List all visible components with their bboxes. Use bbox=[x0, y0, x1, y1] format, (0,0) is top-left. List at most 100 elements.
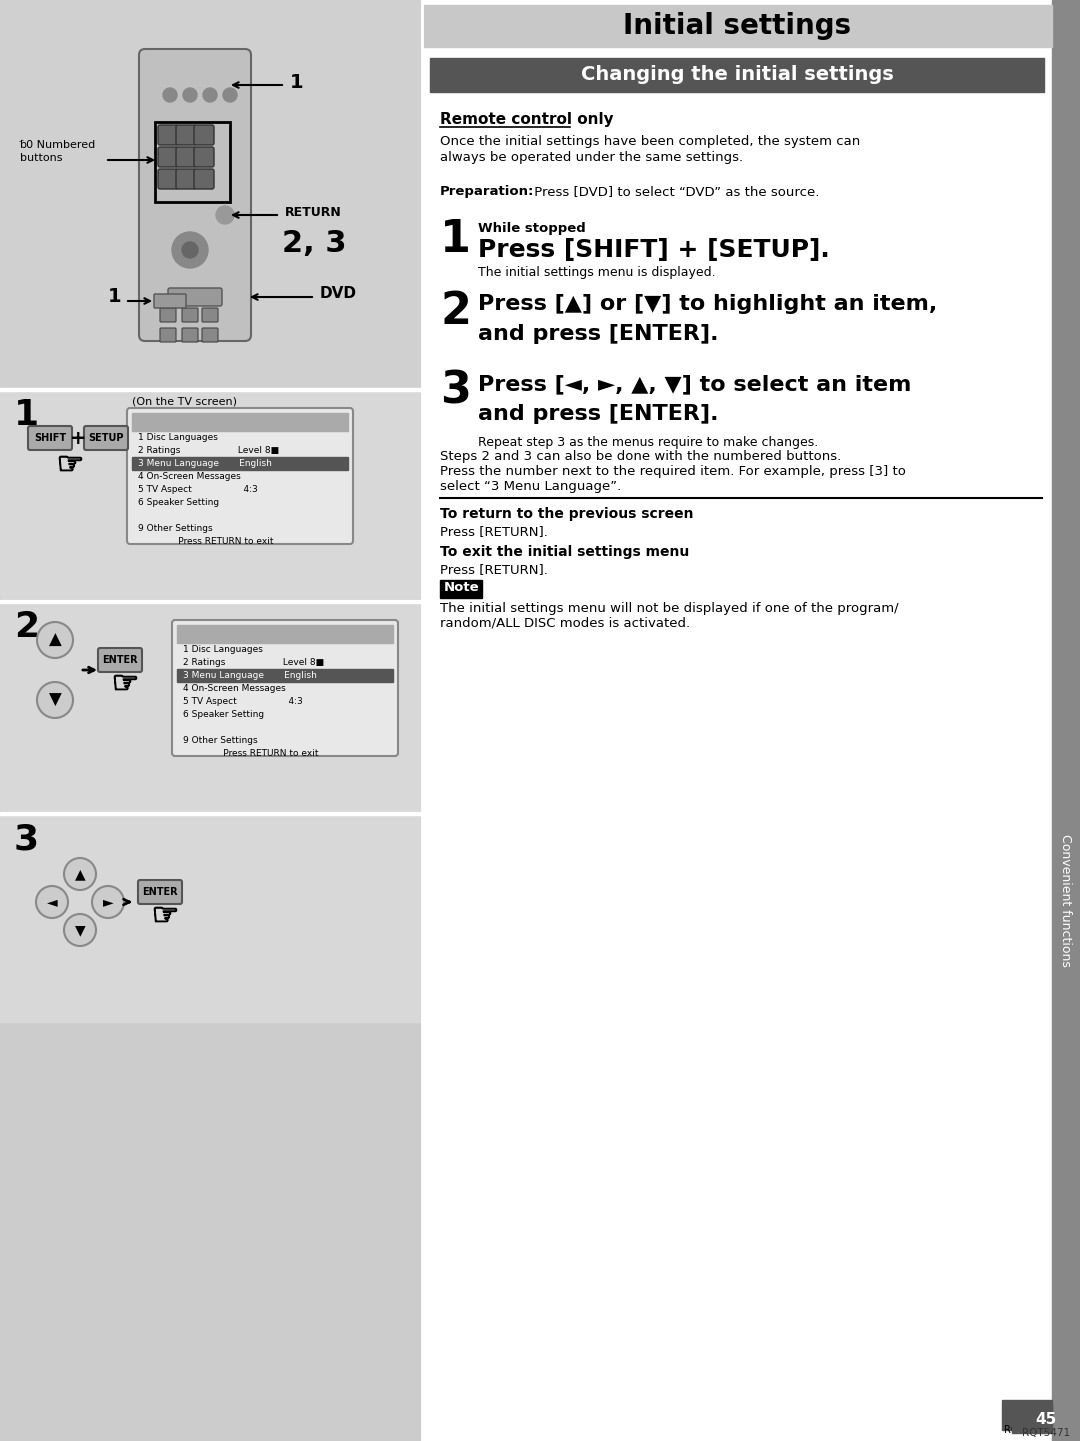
Bar bbox=[0, 1022, 422, 1441]
Text: 2 Ratings                    Level 8■: 2 Ratings Level 8■ bbox=[138, 447, 279, 455]
Text: Press [DVD] to select “DVD” as the source.: Press [DVD] to select “DVD” as the sourc… bbox=[530, 184, 820, 197]
Text: DVD: DVD bbox=[320, 287, 357, 301]
Circle shape bbox=[37, 682, 73, 718]
Text: Press RETURN to exit: Press RETURN to exit bbox=[138, 537, 273, 546]
Bar bbox=[156, 122, 230, 202]
FancyBboxPatch shape bbox=[176, 169, 195, 189]
Text: 3: 3 bbox=[440, 370, 471, 414]
Circle shape bbox=[37, 623, 73, 659]
Bar bbox=[0, 811, 422, 816]
Text: 45: 45 bbox=[1036, 1412, 1056, 1427]
Text: RQT5471: RQT5471 bbox=[1022, 1428, 1070, 1438]
Text: 6 Speaker Setting: 6 Speaker Setting bbox=[138, 499, 219, 507]
Text: buttons: buttons bbox=[21, 153, 63, 163]
Text: 5 TV Aspect                  4:3: 5 TV Aspect 4:3 bbox=[138, 486, 258, 494]
Bar bbox=[177, 669, 393, 682]
Text: Once the initial settings have been completed, the system can: Once the initial settings have been comp… bbox=[440, 135, 861, 148]
Text: To exit the initial settings menu: To exit the initial settings menu bbox=[440, 545, 689, 559]
Text: 2, 3: 2, 3 bbox=[282, 229, 347, 258]
Text: Preparation:: Preparation: bbox=[440, 184, 535, 197]
FancyBboxPatch shape bbox=[154, 294, 186, 308]
Text: and press [ENTER].: and press [ENTER]. bbox=[478, 324, 718, 344]
Text: 6 Speaker Setting: 6 Speaker Setting bbox=[183, 710, 265, 719]
Text: Steps 2 and 3 can also be done with the numbered buttons.: Steps 2 and 3 can also be done with the … bbox=[440, 450, 841, 463]
Text: 4 On-Screen Messages: 4 On-Screen Messages bbox=[183, 684, 286, 693]
Text: ◄: ◄ bbox=[46, 895, 57, 909]
Text: (On the TV screen): (On the TV screen) bbox=[125, 396, 237, 406]
Text: ▲: ▲ bbox=[75, 867, 85, 880]
Circle shape bbox=[64, 857, 96, 891]
Circle shape bbox=[36, 886, 68, 918]
FancyBboxPatch shape bbox=[158, 169, 178, 189]
Bar bbox=[132, 414, 348, 431]
Text: Changing the initial settings: Changing the initial settings bbox=[581, 65, 893, 85]
FancyBboxPatch shape bbox=[194, 147, 214, 167]
Text: SHIFT: SHIFT bbox=[33, 432, 66, 442]
Text: ▼: ▼ bbox=[75, 924, 85, 937]
Text: 2: 2 bbox=[14, 610, 39, 644]
Text: Press [◄, ►, ▲, ▼] to select an item: Press [◄, ►, ▲, ▼] to select an item bbox=[478, 375, 912, 393]
FancyBboxPatch shape bbox=[202, 329, 218, 342]
Bar bbox=[1002, 1401, 1052, 1429]
FancyBboxPatch shape bbox=[172, 620, 399, 757]
FancyBboxPatch shape bbox=[202, 308, 218, 321]
Text: RETURN: RETURN bbox=[285, 206, 341, 219]
Text: 1: 1 bbox=[107, 288, 121, 307]
Text: 9 Other Settings: 9 Other Settings bbox=[138, 525, 213, 533]
FancyBboxPatch shape bbox=[183, 308, 198, 321]
FancyBboxPatch shape bbox=[127, 408, 353, 545]
Text: RQT5471: RQT5471 bbox=[1004, 1425, 1050, 1435]
Text: always be operated under the same settings.: always be operated under the same settin… bbox=[440, 151, 743, 164]
Text: ENTER: ENTER bbox=[143, 888, 178, 896]
Text: and press [ENTER].: and press [ENTER]. bbox=[478, 403, 718, 424]
Text: The initial settings menu is displayed.: The initial settings menu is displayed. bbox=[478, 267, 716, 280]
Text: 3: 3 bbox=[14, 821, 39, 856]
Text: 1: 1 bbox=[440, 218, 471, 261]
FancyBboxPatch shape bbox=[98, 648, 141, 672]
FancyBboxPatch shape bbox=[194, 169, 214, 189]
FancyBboxPatch shape bbox=[139, 49, 251, 342]
FancyBboxPatch shape bbox=[168, 288, 222, 305]
Bar bbox=[1052, 0, 1080, 1441]
Bar bbox=[422, 4, 1052, 48]
Text: Press [▲] or [▼] to highlight an item,: Press [▲] or [▼] to highlight an item, bbox=[478, 294, 937, 314]
Text: 1 Disc Languages: 1 Disc Languages bbox=[183, 646, 262, 654]
Text: 4 On-Screen Messages: 4 On-Screen Messages bbox=[138, 473, 241, 481]
Bar bbox=[422, 0, 1080, 1441]
Circle shape bbox=[183, 88, 197, 102]
Text: Note: Note bbox=[444, 581, 480, 594]
FancyBboxPatch shape bbox=[176, 147, 195, 167]
Text: ▼: ▼ bbox=[49, 692, 62, 709]
Bar bbox=[440, 579, 482, 598]
FancyBboxPatch shape bbox=[158, 125, 178, 146]
Text: 1: 1 bbox=[291, 72, 303, 91]
Text: 5 TV Aspect                  4:3: 5 TV Aspect 4:3 bbox=[183, 697, 302, 706]
Text: random/ALL DISC modes is activated.: random/ALL DISC modes is activated. bbox=[440, 617, 690, 630]
Text: Press [SHIFT] + [SETUP].: Press [SHIFT] + [SETUP]. bbox=[478, 238, 829, 262]
FancyBboxPatch shape bbox=[138, 880, 183, 904]
Text: ▲: ▲ bbox=[49, 631, 62, 648]
Circle shape bbox=[216, 206, 234, 223]
FancyBboxPatch shape bbox=[160, 329, 176, 342]
Text: +: + bbox=[70, 428, 86, 448]
Bar bbox=[0, 0, 422, 1441]
Text: 1 Disc Languages: 1 Disc Languages bbox=[138, 432, 218, 442]
Text: ␢0 Numbered: ␢0 Numbered bbox=[21, 140, 96, 150]
Text: ENTER: ENTER bbox=[103, 656, 138, 664]
Text: The initial settings menu will not be displayed if one of the program/: The initial settings menu will not be di… bbox=[440, 602, 899, 615]
FancyBboxPatch shape bbox=[160, 308, 176, 321]
Bar bbox=[0, 388, 422, 598]
Text: select “3 Menu Language”.: select “3 Menu Language”. bbox=[440, 480, 621, 493]
Text: Repeat step 3 as the menus require to make changes.: Repeat step 3 as the menus require to ma… bbox=[478, 437, 819, 450]
Text: 2: 2 bbox=[440, 290, 471, 333]
FancyBboxPatch shape bbox=[28, 427, 72, 450]
Text: 2 Ratings                    Level 8■: 2 Ratings Level 8■ bbox=[183, 659, 324, 667]
Circle shape bbox=[163, 88, 177, 102]
Text: Remote control only: Remote control only bbox=[440, 112, 613, 127]
Bar bbox=[177, 625, 393, 643]
Text: 45: 45 bbox=[1017, 1408, 1037, 1422]
Text: Press [RETURN].: Press [RETURN]. bbox=[440, 563, 548, 576]
Circle shape bbox=[183, 242, 198, 258]
Bar bbox=[0, 811, 422, 1022]
Circle shape bbox=[64, 914, 96, 945]
